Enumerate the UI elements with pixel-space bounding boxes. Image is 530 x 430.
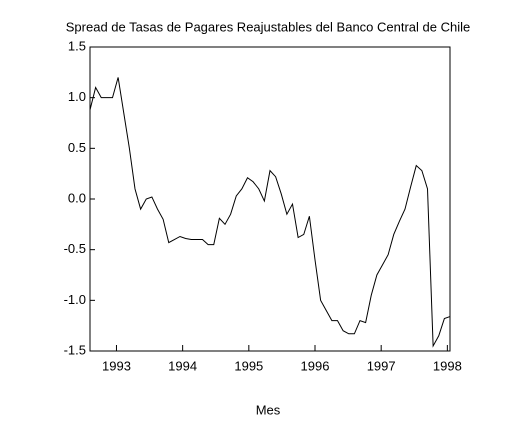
x-tick-label: 1997 — [367, 358, 396, 373]
y-tick-label: -1.5 — [64, 342, 86, 357]
plot-frame — [89, 46, 451, 352]
x-tick-label: 1998 — [433, 358, 462, 373]
y-tick-label: -1.0 — [64, 292, 86, 307]
data-line — [89, 77, 451, 348]
y-tick-label: 0.0 — [68, 190, 86, 205]
chart-title: Spread de Tasas de Pagares Reajustables … — [66, 19, 470, 34]
y-tick-label: 0.5 — [68, 140, 86, 155]
y-tick-label: 1.0 — [68, 89, 86, 104]
x-tick-label: 1995 — [234, 358, 263, 373]
x-axis-label: Mes — [256, 402, 281, 417]
x-tick-label: 1994 — [168, 358, 197, 373]
y-tick-label: 1.5 — [68, 38, 86, 53]
x-tick-label: 1996 — [301, 358, 330, 373]
x-tick-label: 1993 — [102, 358, 131, 373]
y-tick-label: -0.5 — [64, 241, 86, 256]
